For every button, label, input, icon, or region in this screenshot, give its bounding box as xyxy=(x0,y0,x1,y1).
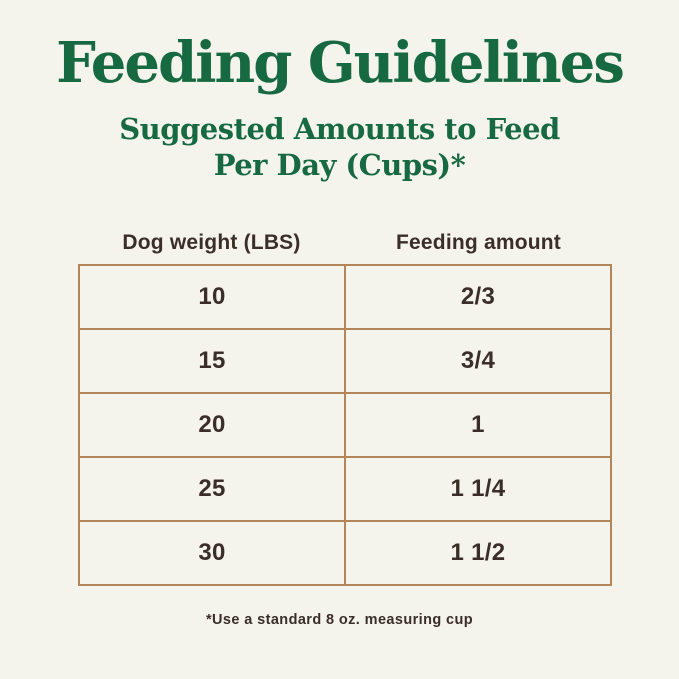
table-row: 20 1 xyxy=(78,391,612,458)
feeding-amount-cell: 1 1/4 xyxy=(344,455,612,522)
dog-weight-cell: 30 xyxy=(78,519,346,586)
footnote: *Use a standard 8 oz. measuring cup xyxy=(205,611,474,628)
feeding-amount-cell: 3/4 xyxy=(344,327,612,394)
page-subtitle: Suggested Amounts to Feed Per Day (Cups)… xyxy=(0,111,679,183)
dog-weight-cell: 15 xyxy=(78,327,346,394)
feeding-amount-cell: 1 1/2 xyxy=(344,519,612,586)
column-header-feeding-amount: Feeding amount xyxy=(396,230,561,254)
table-row: 15 3/4 xyxy=(78,327,612,394)
feeding-amount-cell: 2/3 xyxy=(344,263,612,330)
subtitle-line-2: Per Day (Cups)* xyxy=(213,147,466,182)
table-row: 30 1 1/2 xyxy=(78,519,612,586)
column-header-dog-weight: Dog weight (LBS) xyxy=(122,230,301,254)
table-row: 10 2/3 xyxy=(78,263,612,330)
subtitle-line-1: Suggested Amounts to Feed xyxy=(119,111,560,146)
dog-weight-cell: 10 xyxy=(78,263,346,330)
dog-weight-cell: 20 xyxy=(78,391,346,458)
table-row: 25 1 1/4 xyxy=(78,455,612,522)
feeding-table-area: Dog weight (LBS) Feeding amount 10 2/3 1… xyxy=(78,231,612,586)
page-title: Feeding Guidelines xyxy=(56,30,625,96)
feeding-table: 10 2/3 15 3/4 20 1 25 1 1/4 30 1 1/2 xyxy=(78,263,612,586)
table-column-headers: Dog weight (LBS) Feeding amount xyxy=(78,231,612,255)
dog-weight-cell: 25 xyxy=(78,455,346,522)
feeding-amount-cell: 1 xyxy=(344,391,612,458)
